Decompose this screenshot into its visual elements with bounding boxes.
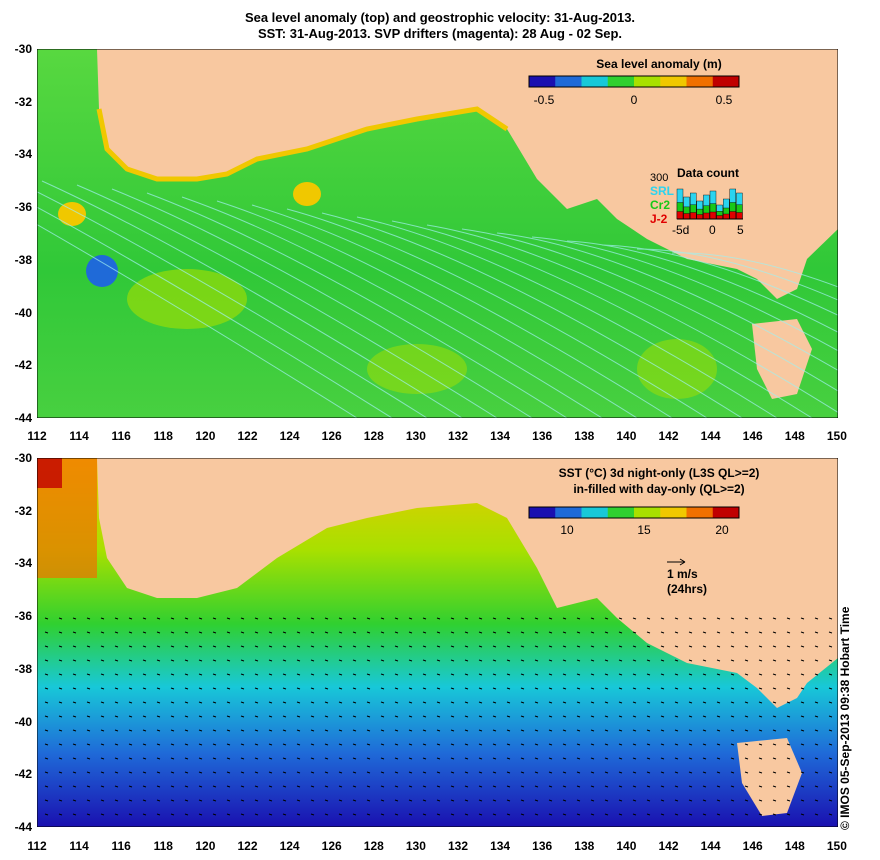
x-tick-label: 150 [826,839,847,853]
x-tick-label: 128 [363,839,384,853]
sst-tick-2: 20 [715,523,729,537]
y-tick-label: -30 [14,451,32,465]
contour-lines [37,180,838,418]
y-tick-label: -34 [14,147,32,162]
y-tick-label: -36 [14,200,32,215]
x-tick-label: 146 [742,839,763,853]
inset-x-tick-1: 0 [709,223,716,237]
sla-tick-2: 0.5 [716,93,733,107]
y-tick-label: -40 [14,714,32,729]
x-tick-label: 132 [447,429,469,443]
x-tick-label: 144 [700,839,721,853]
inset-title: Data count [677,166,739,180]
velocity-scale-key: 1 m/s (24hrs) [667,558,707,596]
x-tick-label: 130 [405,839,426,853]
y-tick-label: -44 [14,410,32,425]
x-tick-label: 114 [69,429,89,443]
sst-tick-0: 10 [560,523,574,537]
x-tick-label: 112 [27,839,47,853]
x-tick-label: 136 [532,839,553,853]
x-tick-label: 138 [574,839,595,853]
x-tick-label: 122 [237,429,258,443]
x-tick-label: 120 [195,839,216,853]
x-tick-label: 116 [111,429,131,443]
velocity-vectors [44,617,833,816]
x-tick-label: 142 [658,429,679,443]
x-tick-label: 112 [27,429,47,443]
inset-x-tick-0: -5d [672,223,689,237]
x-tick-label: 128 [363,429,384,443]
australia-landmass-sst [97,458,838,708]
x-tick-label: 118 [153,429,173,443]
title-line-2: SST: 31-Aug-2013. SVP drifters (magenta)… [257,26,623,41]
y-tick-label: -32 [14,94,32,109]
sla-colorbar-title: Sea level anomaly (m) [596,57,721,71]
x-tick-label: 126 [321,839,342,853]
title-line-1: Sea level anomaly (top) and geostrophic … [244,10,636,25]
x-tick-label: 124 [279,839,300,853]
sla-tick-1: 0 [631,93,638,107]
x-tick-label: 138 [574,429,595,443]
y-tick-label: -34 [14,556,32,571]
x-tick-label: 126 [321,429,342,443]
inset-series-j2: J-2 [650,212,668,226]
cold-eddy [86,255,118,287]
velocity-scale-label: 1 m/s [667,567,698,581]
imos-credit: © IMOS 05-Sep-2013 09:38 Hobart Time [838,606,852,830]
y-tick-label: -42 [14,767,32,782]
tasmania [752,319,812,399]
y-tick-label: -38 [14,252,32,267]
y-tick-label: -36 [14,609,32,624]
x-tick-label: 144 [700,429,721,443]
inset-series-cr2: Cr2 [650,198,670,212]
x-tick-label: 130 [405,429,426,443]
x-tick-label: 148 [784,429,805,443]
x-tick-label: 140 [616,429,637,443]
x-tick-label: 134 [490,839,511,853]
x-tick-label: 150 [826,429,847,443]
sst-tick-1: 15 [637,523,651,537]
y-tick-label: -44 [14,819,32,834]
x-tick-label: 146 [742,429,763,443]
velocity-scale-unit: (24hrs) [667,582,707,596]
sla-colorbar: Sea level anomaly (m) -0.5 0 0.5 [528,57,740,107]
sst-map-panel: SST (°C) 3d night-only (L3S QL>=2) in-fi… [37,458,838,827]
data-count-inset: Data count 300 SRL Cr2 J-2 -5d 0 5 [650,166,744,237]
australia-landmass [97,49,838,299]
x-tick-label: 142 [658,839,679,853]
sst-colorbar-title-2: in-filled with day-only (QL>=2) [573,482,744,496]
x-tick-label: 148 [784,839,805,853]
x-tick-label: 120 [195,429,216,443]
x-tick-label: 132 [447,839,469,853]
sst-colorbar: SST (°C) 3d night-only (L3S QL>=2) in-fi… [528,466,760,537]
y-tick-label: -30 [14,42,32,56]
sla-tick-0: -0.5 [534,93,555,107]
x-tick-label: 118 [153,839,173,853]
x-tick-label: 136 [532,429,553,443]
x-tick-label: 116 [111,839,131,853]
inset-series-srl: SRL [650,184,674,198]
y-tick-label: -40 [14,305,32,320]
sst-colorbar-title-1: SST (°C) 3d night-only (L3S QL>=2) [559,466,760,480]
inset-x-tick-2: 5 [737,223,744,237]
x-tick-label: 134 [490,429,511,443]
x-tick-label: 140 [616,839,637,853]
inset-y-tick: 300 [650,172,668,184]
y-tick-label: -38 [14,661,32,676]
x-tick-label: 124 [279,429,300,443]
y-tick-label: -42 [14,358,32,373]
y-tick-label: -32 [14,503,32,518]
x-tick-label: 122 [237,839,258,853]
sla-map-panel: Sea level anomaly (m) -0.5 0 0.5 Data co… [37,49,838,418]
x-tick-label: 114 [69,839,89,853]
warm-eddy [293,182,321,206]
tasmania-sst [737,738,802,816]
